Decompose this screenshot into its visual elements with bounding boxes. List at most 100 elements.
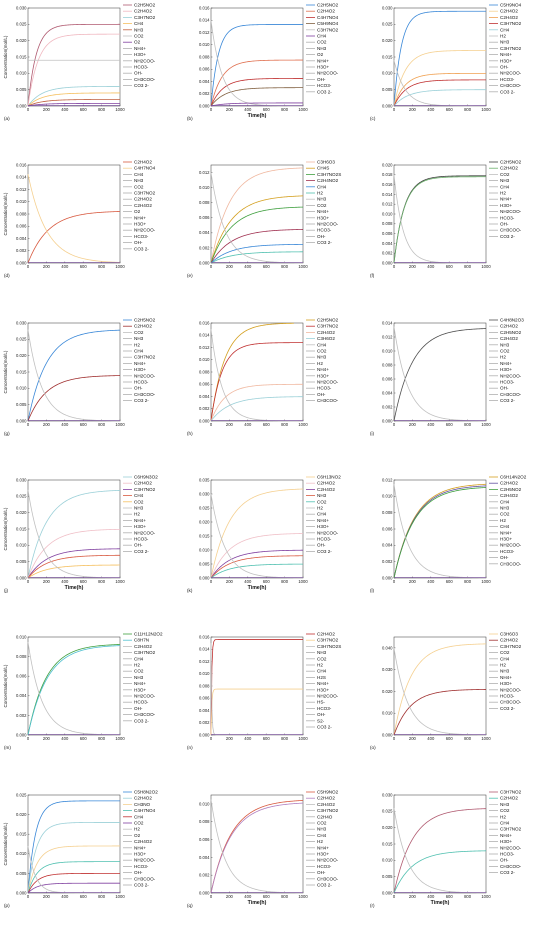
legend-label: H2 [134,512,140,517]
series-line [27,92,120,107]
legend-label: H3O+ [134,851,146,856]
x-tick-label: 200 [226,264,234,269]
x-tick-label: 1000 [115,264,125,269]
x-tick-label: 600 [446,422,454,427]
y-tick-label: 0.016 [199,320,210,325]
x-tick-label: 600 [446,264,454,269]
panel-label: (m) [4,745,11,750]
legend-label: CH4 [134,21,144,26]
x-tick-label: 800 [281,736,289,741]
legend-label: CO2 [134,34,144,39]
y-tick-label: 0.012 [199,659,210,664]
y-tick-label: 0.012 [382,202,393,207]
chart-svg: 0.000 0.002 0.004 0.006 0.008 0.010 0.012 0 200 4… [187,160,341,279]
x-tick-label: 600 [263,579,271,584]
series-line [210,87,303,107]
legend-label: NH4+ [134,845,146,850]
x-tick-label: 800 [98,579,106,584]
legend-label: C5H9NO4 [500,3,522,8]
y-tick-label: 0.006 [382,526,393,531]
series-line [27,329,120,421]
legend-label: OH- [317,77,326,82]
legend-label: CH4 [500,499,510,504]
chart-panel: 0.000 0.002 0.004 0.006 0.008 0.010 0.012 0.014… [185,317,368,469]
legend-label: NH2COO- [500,209,522,214]
series-line [393,648,487,736]
legend-label: NH3 [500,178,510,183]
x-tick-label: 0 [393,894,396,899]
y-tick-label: 0.000 [16,890,27,895]
series-line [393,643,487,736]
x-tick-label: 200 [43,736,51,741]
legend-label: H3O+ [500,367,512,372]
x-tick-label: 200 [226,107,234,112]
x-tick-label: 600 [80,894,88,899]
legend-label: CO2 [134,185,144,190]
y-tick-label: 0.004 [199,854,210,859]
x-axis-label: Time(h) [65,585,84,591]
series-line [393,689,487,736]
plot-frame [393,794,487,893]
legend-label: CH4 [500,820,510,825]
y-tick-label: 0.002 [199,246,210,251]
series-line [210,229,304,264]
plot-frame [210,794,304,893]
y-tick-label: 0.010 [382,71,393,76]
x-tick-label: 400 [244,107,252,112]
x-tick-label: 800 [464,894,472,899]
series-line [210,799,304,893]
y-tick-label: 0.002 [199,720,210,725]
y-tick-label: 0.006 [16,224,27,229]
legend-label: CH4 [500,524,510,529]
plot-frame [27,165,121,264]
legend-label: OH- [134,706,143,711]
series-line [210,244,304,264]
y-tick-label: 0.004 [199,393,210,398]
chart-svg: 0.000 0.005 0.010 0.015 0.020 0.025 0.030 0 200 4… [3,3,156,122]
legend-label: C2H4O2 [500,638,518,643]
series-line [210,102,303,107]
legend-label: CO3 2- [134,247,149,252]
legend-label: H2 [500,814,506,819]
legend-label: C4H7NO4 [134,808,156,813]
x-tick-label: 600 [263,422,271,427]
legend-label: H2 [500,663,506,668]
x-tick-label: 0 [210,264,213,269]
series-line [27,211,121,264]
series-line [210,59,303,107]
legend-label: HS- [317,700,325,705]
x-tick-label: 400 [244,736,252,741]
y-tick-label: 0.005 [199,561,210,566]
legend-label: HCO3- [317,863,332,868]
y-tick-label: 0.002 [382,559,393,564]
legend-label: C3H7NO2 [500,21,522,26]
legend-label: CH3COO- [500,83,522,88]
legend-label: HCO3- [500,379,515,384]
y-tick-label: 0.000 [16,418,27,423]
legend-label: H3O+ [134,524,146,529]
legend-label: NH2COO- [500,373,522,378]
x-tick-label: 400 [61,579,69,584]
legend-label: C3H6O2 [317,336,335,341]
legend-label: NH3 [317,46,327,51]
y-tick-label: 0.005 [16,559,27,564]
legend-label: NH2COO- [500,71,522,76]
panel-label: (e) [187,273,193,278]
series-line [210,488,304,578]
y-tick-label: 0.030 [16,477,27,482]
legend-label: H2 [134,826,140,831]
x-tick-label: 800 [464,264,472,269]
legend-label: NH4+ [134,681,146,686]
legend-label: CH3COO- [500,561,522,566]
panel-label: (l) [370,588,375,593]
y-tick-label: 0.014 [199,18,210,23]
chart-svg: 0.000 0.002 0.004 0.006 0.008 0.010 0 200 400 600… [187,789,339,908]
legend-label: CH4 [134,348,144,353]
legend-label: CO2 [500,512,510,517]
legend-label: NH2COO- [317,530,339,535]
legend-label: CO3 2- [134,549,149,554]
legend-label: NH4+ [317,367,329,372]
chart-svg: 0.000 0.002 0.004 0.006 0.008 0.010 0.012 0.014… [370,317,524,436]
legend-label: OH- [500,555,509,560]
y-tick-label: 0.000 [16,261,27,266]
